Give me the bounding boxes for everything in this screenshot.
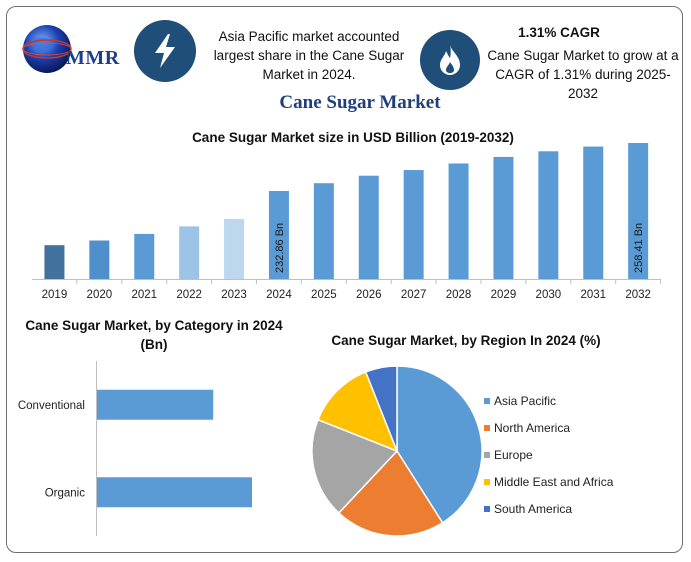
pie-slice-south-america [364,365,398,452]
lightning-bolt-icon [155,34,175,68]
flame-icon [440,45,460,75]
legend-swatch [484,397,490,404]
legend-label: Asia Pacific [494,393,557,408]
bar-2026 [358,175,379,279]
legend-swatch [484,478,490,485]
region-chart-title: Cane Sugar Market, by Region In 2024 (%) [331,333,601,348]
bar-2020 [89,240,110,279]
x-tick-label-2021: 2021 [131,289,157,301]
data-label-2032: 258.41 Bn [633,223,645,273]
x-tick-label-2022: 2022 [176,289,202,301]
x-tick-label-2032: 2032 [625,289,651,301]
lightning-badge [134,20,196,82]
bar-2032 [628,142,649,279]
mmr-logo [12,22,130,82]
legend-label: Europe [494,447,533,462]
bar-2025 [313,183,334,279]
legend-label: Middle East and Africa [494,474,614,489]
category-bar-conventional [97,389,214,420]
bar-2021 [134,233,155,279]
bar-2030 [538,151,559,279]
region-legend: Asia Pacific North America Europe Middle Ea… [484,387,613,522]
x-tick-label-2028: 2028 [446,289,472,301]
legend-item: North America [484,414,613,441]
info-cagr-growth: Cane Sugar Market to grow at a CAGR of 1… [487,48,679,101]
legend-label: North America [494,420,571,435]
x-tick-label-2026: 2026 [356,289,382,301]
bar-chart-title: Cane Sugar Market size in USD Billion (2… [192,130,514,145]
legend-item: Europe [484,441,613,468]
bar-2031 [583,146,604,279]
legend-label: South America [494,501,573,516]
data-label-2024: 232.86 Bn [274,223,286,273]
x-tick-label-2030: 2030 [536,289,562,301]
bar-2027 [403,170,424,279]
bar-2028 [448,163,469,279]
bar-2022 [179,226,200,279]
legend-item: South America [484,495,613,522]
x-tick-label-2029: 2029 [491,289,517,301]
x-tick-label-2023: 2023 [221,289,247,301]
legend-swatch [484,451,490,458]
x-tick-label-2019: 2019 [42,289,68,301]
bar-2029 [493,156,514,279]
category-chart-title: Cane Sugar Market, by Category in 2024 (… [25,318,283,352]
legend-item: Middle East and Africa [484,468,613,495]
legend-swatch [484,424,490,431]
x-tick-label-2031: 2031 [580,289,606,301]
logo-text: MMR [66,47,120,69]
x-tick-label-2027: 2027 [401,289,427,301]
infographic-frame [6,6,683,553]
page-title: Cane Sugar Market [279,92,441,113]
category-bar-organic [97,477,252,508]
globe-icon [22,25,72,73]
legend-item: Asia Pacific [484,387,613,414]
pie-slice-north-america [337,449,444,537]
pie-slice-middle-east-and-africa [316,370,399,453]
legend-swatch [484,505,490,512]
info-asia-pacific-share: Asia Pacific market accounted largest sh… [213,29,405,82]
bar-2019 [44,245,65,279]
bar-2023 [224,218,245,279]
flame-badge [420,30,480,90]
cagr-title: 1.31% CAGR [518,25,600,40]
x-tick-label-2025: 2025 [311,289,337,301]
x-tick-label-2020: 2020 [87,289,113,301]
category-label-conventional: Conventional [18,400,85,412]
x-tick-label-2024: 2024 [266,289,292,301]
bar-2024 [268,190,289,279]
category-label-organic: Organic [45,487,86,499]
